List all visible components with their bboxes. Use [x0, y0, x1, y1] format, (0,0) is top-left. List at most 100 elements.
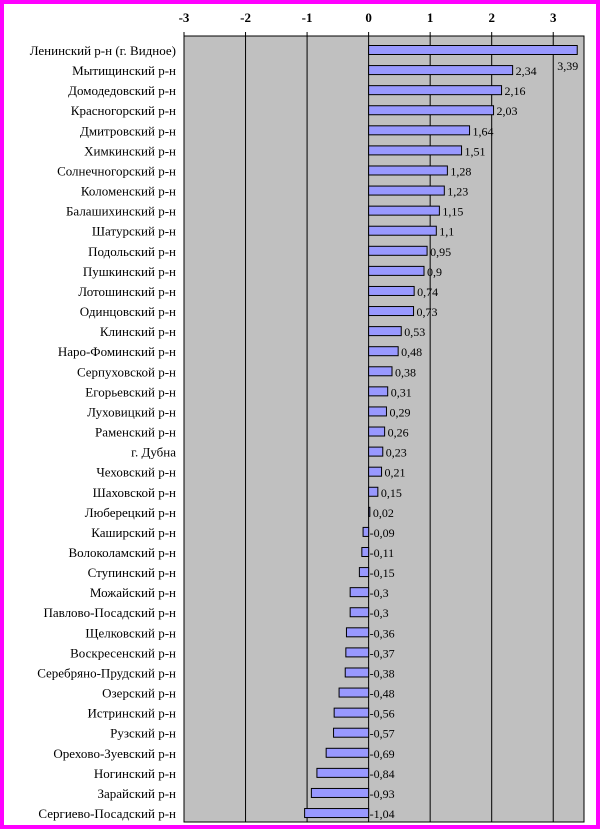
bar: [333, 707, 370, 718]
bar-chart: -3 -2 -1 0 1 2 3 Ленинский р-н (г. Видное) 3,39 М…: [30, 10, 585, 823]
category-label: Шатурский р-н: [92, 224, 176, 239]
x-tick-label: -1: [302, 10, 313, 25]
data-label: 0,23: [386, 446, 407, 460]
data-label: 0,9: [427, 265, 442, 279]
category-label: Павлово-Посадский р-н: [43, 605, 176, 620]
data-label: -0,37: [370, 646, 395, 660]
bar: [333, 727, 370, 738]
category-label: Рузский р-н: [110, 726, 176, 741]
category-label: Ногинский р-н: [94, 766, 176, 781]
bar: [316, 767, 370, 778]
data-label: 1,51: [465, 144, 486, 158]
bar: [368, 446, 384, 457]
data-label: -0,3: [370, 606, 389, 620]
bar: [368, 386, 389, 397]
bar: [368, 366, 393, 377]
data-label: 2,03: [497, 104, 518, 118]
bar: [358, 567, 370, 578]
data-label: 0,48: [401, 345, 422, 359]
category-label: г. Дубна: [131, 445, 176, 460]
x-tick-label: 1: [427, 10, 434, 25]
bar: [368, 205, 440, 216]
data-label: 1,1: [439, 225, 454, 239]
data-label: 0,38: [395, 365, 416, 379]
bar: [368, 265, 425, 276]
bar: [345, 627, 370, 638]
bar: [368, 426, 386, 437]
category-label: Одинцовский р-н: [80, 304, 176, 319]
category-label: Наро-Фоминский р-н: [58, 344, 176, 359]
bar: [368, 225, 437, 236]
data-label: 0,26: [388, 426, 409, 440]
bar: [368, 466, 383, 477]
data-label: 1,64: [473, 124, 494, 138]
data-label: -0,84: [370, 767, 395, 781]
category-label: Воскресенский р-н: [70, 645, 176, 660]
bar: [368, 245, 428, 256]
data-label: 3,39: [557, 59, 578, 73]
category-label: Химкинский р-н: [84, 143, 176, 158]
category-label: Серпуховской р-н: [77, 364, 176, 379]
bar: [368, 306, 415, 317]
category-label: Чеховский р-н: [96, 465, 176, 480]
category-label: Клинский р-н: [100, 324, 176, 339]
bar: [368, 165, 448, 176]
data-label: 0,21: [385, 466, 406, 480]
data-label: 1,23: [447, 185, 468, 199]
bar: [368, 346, 399, 357]
category-label: Егорьевский р-н: [85, 384, 176, 399]
bar: [368, 326, 402, 337]
bar: [325, 747, 370, 758]
category-label: Дмитровский р-н: [80, 123, 176, 138]
category-label: Шаховской р-н: [93, 485, 176, 500]
category-label: Зарайский р-н: [97, 786, 176, 801]
data-label: -0,3: [370, 586, 389, 600]
bar: [304, 808, 370, 819]
category-label: Мытищинский р-н: [72, 63, 176, 78]
bar: [368, 125, 471, 136]
data-label: -0,93: [370, 787, 395, 801]
category-label: Коломенский р-н: [81, 184, 176, 199]
data-label: -0,11: [370, 546, 395, 560]
data-label: -0,69: [370, 747, 395, 761]
category-label: Подольский р-н: [88, 244, 176, 259]
bar: [345, 647, 370, 658]
data-label: 0,53: [404, 325, 425, 339]
data-label: 0,15: [381, 486, 402, 500]
data-label: 0,95: [430, 245, 451, 259]
category-label: Ленинский р-н (г. Видное): [30, 43, 176, 58]
bar: [368, 406, 387, 417]
data-label: 0,29: [389, 405, 410, 419]
category-label: Раменский р-н: [95, 425, 176, 440]
x-tick-label: 2: [488, 10, 495, 25]
category-label: Красногорский р-н: [71, 103, 176, 118]
x-tick-label: 0: [365, 10, 372, 25]
bar: [349, 587, 370, 598]
data-label: 2,16: [505, 84, 526, 98]
bar: [368, 506, 371, 517]
bar: [368, 285, 415, 296]
bar: [368, 185, 445, 196]
category-label: Люберецкий р-н: [85, 505, 176, 520]
x-tick-label: -2: [240, 10, 251, 25]
data-label: -0,15: [370, 566, 395, 580]
bar: [368, 486, 379, 497]
data-label: 0,02: [373, 506, 394, 520]
category-label: Лотошинский р-н: [78, 284, 176, 299]
x-tick-label: 3: [550, 10, 557, 25]
data-label: 0,31: [391, 385, 412, 399]
bar: [368, 145, 463, 156]
bar: [344, 667, 370, 678]
bar: [338, 687, 370, 698]
bar: [310, 787, 370, 798]
bar: [368, 105, 495, 116]
data-label: -0,56: [370, 707, 395, 721]
bar: [349, 607, 370, 618]
x-tick-label: -3: [179, 10, 190, 25]
bar: [361, 547, 370, 557]
category-label: Щелковский р-н: [85, 625, 176, 640]
category-label: Ступинский р-н: [88, 565, 176, 580]
chart-frame: -3 -2 -1 0 1 2 3 Ленинский р-н (г. Видное) 3,39 М…: [4, 4, 596, 825]
category-label: Домодедовский р-н: [68, 83, 176, 98]
category-label: Балашихинский р-н: [66, 204, 176, 219]
